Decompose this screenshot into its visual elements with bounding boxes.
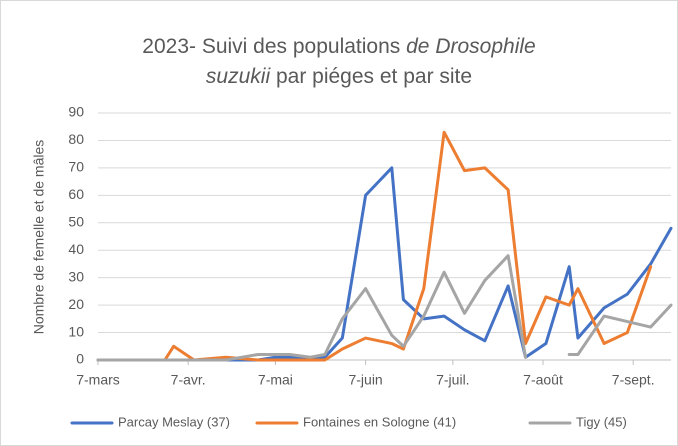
x-tick-label: 7-avr.: [171, 372, 206, 388]
series-line: [96, 166, 673, 362]
x-tick-label: 7-mars: [76, 372, 120, 388]
legend-label: Fontaines en Sologne (41): [303, 414, 456, 429]
series-line: [96, 254, 528, 362]
chart-title: 2023- Suivi des populations de Drosophil…: [142, 35, 535, 58]
chart-title: suzukii par piéges et par site: [206, 65, 472, 88]
y-tick-label: 10: [68, 323, 84, 339]
x-tick-label: 7-sept.: [612, 372, 655, 388]
y-tick-label: 0: [76, 351, 84, 367]
y-axis-label: Nombre de femelle et de mâles: [31, 140, 47, 335]
legend-label: Tigy (45): [576, 414, 627, 429]
x-tick-label: 7-juil.: [436, 372, 469, 388]
title-part: suzukii: [206, 65, 272, 88]
legend-label: Parcay Meslay (37): [118, 414, 230, 429]
title-part: de Drosophile: [406, 35, 536, 58]
y-tick-label: 70: [68, 159, 84, 175]
title-part: 2023- Suivi des populations: [142, 35, 406, 58]
x-tick-label: 7-juin: [348, 372, 382, 388]
y-tick-label: 50: [68, 213, 84, 229]
y-tick-label: 90: [68, 104, 84, 120]
y-tick-label: 20: [68, 296, 84, 312]
y-tick-label: 30: [68, 268, 84, 284]
y-tick-label: 80: [68, 131, 84, 147]
title-part: par piéges et par site: [270, 65, 472, 88]
x-tick-label: 7-août: [523, 372, 563, 388]
x-tick-label: 7-mai: [258, 372, 293, 388]
y-tick-label: 40: [68, 241, 84, 257]
y-tick-label: 60: [68, 186, 84, 202]
series-line: [567, 303, 673, 357]
